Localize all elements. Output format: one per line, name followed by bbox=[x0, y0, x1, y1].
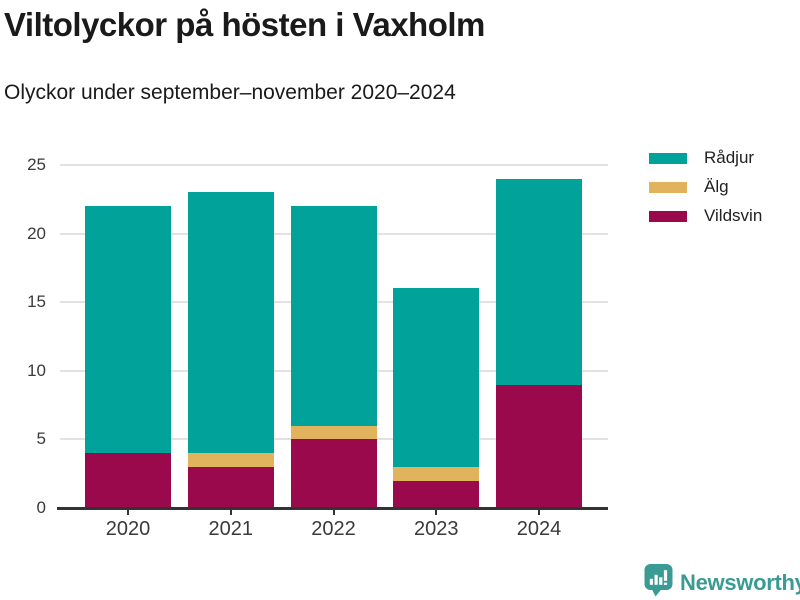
bar-segment-vildsvin-2024 bbox=[496, 384, 582, 508]
y-axis-tick-label: 15 bbox=[27, 292, 46, 312]
x-axis-tick bbox=[435, 509, 438, 515]
bar-segment-vildsvin-2023 bbox=[393, 480, 480, 508]
newsworthy-logo-icon bbox=[644, 563, 673, 600]
y-axis-tick-label: 25 bbox=[27, 155, 46, 174]
legend-item: Rådjur bbox=[649, 146, 754, 170]
bar-segment-vildsvin-2021 bbox=[187, 466, 274, 508]
legend-item: Älg bbox=[649, 175, 729, 199]
bar-segment-älg-2021 bbox=[187, 453, 274, 467]
bar-segment-rådjur-2022 bbox=[290, 206, 377, 426]
y-axis-tick-label: 20 bbox=[27, 223, 46, 243]
x-axis-tick-label: 2024 bbox=[516, 518, 562, 540]
y-axis-tick-label: 10 bbox=[27, 360, 46, 380]
legend-swatch bbox=[649, 210, 687, 222]
bar-segment-vildsvin-2020 bbox=[85, 453, 171, 508]
legend-swatch bbox=[649, 181, 687, 193]
y-axis-tick-label: 0 bbox=[36, 498, 46, 517]
bar-segment-rådjur-2021 bbox=[187, 192, 274, 454]
x-axis-tick-label: 2022 bbox=[311, 518, 356, 540]
bar-segment-rådjur-2024 bbox=[496, 178, 582, 385]
chart-subtitle: Olyckor under september–november 2020–20… bbox=[4, 81, 456, 104]
bar-segment-rådjur-2020 bbox=[85, 206, 171, 454]
newsworthy-logo[interactable]: Newsworthy bbox=[644, 563, 800, 600]
x-axis-line bbox=[57, 507, 608, 510]
bar-segment-vildsvin-2022 bbox=[290, 439, 377, 508]
gridline bbox=[60, 164, 608, 166]
legend-label: Vildsvin bbox=[704, 206, 763, 225]
newsworthy-logo-text: Newsworthy bbox=[680, 569, 800, 595]
chart-title: Viltolyckor på hösten i Vaxholm bbox=[4, 6, 485, 43]
bar-segment-rådjur-2023 bbox=[393, 288, 480, 467]
x-axis-tick bbox=[127, 509, 129, 515]
x-axis-tick-label: 2020 bbox=[105, 518, 151, 540]
bar-segment-älg-2023 bbox=[393, 466, 480, 481]
y-axis-tick-label: 5 bbox=[36, 429, 46, 449]
bar-segment-älg-2022 bbox=[290, 425, 377, 440]
x-axis-tick-label: 2021 bbox=[208, 518, 254, 540]
legend-label: Rådjur bbox=[704, 148, 755, 167]
x-axis-tick-label: 2023 bbox=[414, 518, 459, 540]
x-axis-tick bbox=[332, 509, 335, 515]
legend-item: Vildsvin bbox=[649, 204, 762, 228]
x-axis-tick bbox=[538, 509, 540, 515]
x-axis-tick bbox=[229, 509, 232, 515]
legend-label: Älg bbox=[704, 177, 729, 196]
legend-swatch bbox=[649, 152, 687, 164]
